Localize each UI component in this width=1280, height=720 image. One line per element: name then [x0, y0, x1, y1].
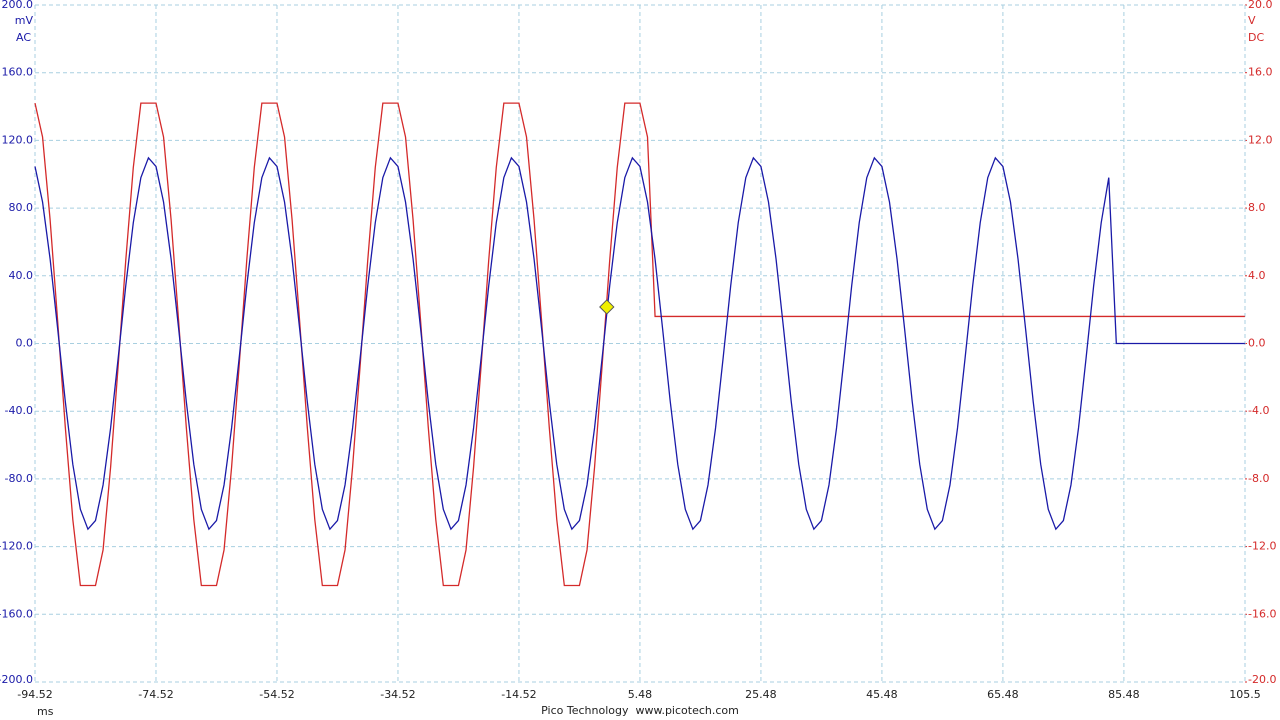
y-tick-label: 80.0 — [9, 201, 34, 214]
y2-tick-label: -12.0 — [1248, 540, 1276, 553]
y-tick-label: 40.0 — [9, 269, 34, 282]
y-tick-label: -120.0 — [0, 540, 33, 553]
y-tick-label: 160.0 — [2, 66, 34, 79]
y-tick-label: -200.0 — [0, 673, 33, 686]
trace — [34, 156, 1245, 531]
y2-tick-label: 8.0 — [1248, 201, 1266, 214]
trace — [34, 102, 1245, 587]
y-tick-label: -160.0 — [0, 607, 33, 620]
y2-tick-label: -8.0 — [1248, 472, 1269, 485]
y-coupling: AC — [16, 31, 31, 44]
x-tick-label: -94.52 — [17, 688, 52, 701]
y2-tick-label: -16.0 — [1248, 607, 1276, 620]
x-tick-label: 85.48 — [1108, 688, 1140, 701]
y2-tick-label: 12.0 — [1248, 133, 1273, 146]
x-tick-label: 65.48 — [987, 688, 1019, 701]
footer: Pico Technology www.picotech.com — [541, 704, 739, 717]
y2-tick-label: 4.0 — [1248, 269, 1266, 282]
y2-coupling: DC — [1248, 31, 1264, 44]
x-tick-label: 25.48 — [745, 688, 777, 701]
y-unit: mV — [15, 14, 34, 27]
x-unit: ms — [37, 705, 54, 718]
y2-tick-label: 20.0 — [1248, 0, 1273, 11]
x-tick-label: -54.52 — [259, 688, 294, 701]
y2-tick-label: 16.0 — [1248, 66, 1273, 79]
y-tick-label: 200.0 — [2, 0, 34, 11]
y-tick-label: 120.0 — [2, 133, 34, 146]
trigger-marker — [599, 299, 615, 315]
y2-tick-label: -4.0 — [1248, 404, 1269, 417]
y-tick-label: 0.0 — [16, 337, 34, 350]
y2-unit: V — [1248, 14, 1256, 27]
y-tick-label: -80.0 — [5, 472, 33, 485]
x-tick-label: 105.5 — [1229, 688, 1261, 701]
x-tick-label: 45.48 — [866, 688, 898, 701]
y2-tick-label: -20.0 — [1248, 673, 1276, 686]
x-tick-label: -74.52 — [138, 688, 173, 701]
y2-tick-label: 0.0 — [1248, 337, 1266, 350]
x-tick-label: -14.52 — [501, 688, 536, 701]
x-tick-label: -34.52 — [380, 688, 415, 701]
y-tick-label: -40.0 — [5, 404, 33, 417]
x-tick-label: 5.48 — [628, 688, 653, 701]
